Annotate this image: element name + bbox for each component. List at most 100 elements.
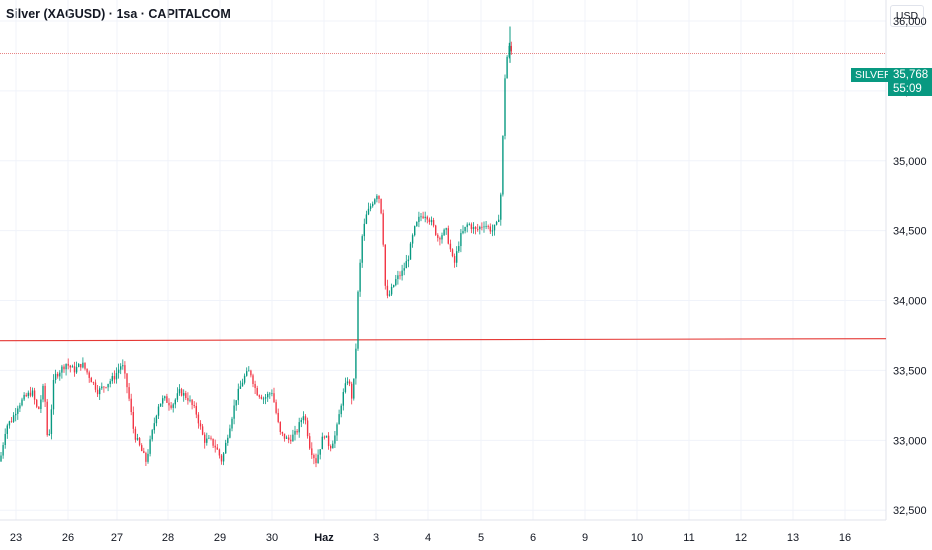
candle-body: [92, 382, 95, 384]
candle-body: [69, 365, 71, 368]
candle-body: [149, 439, 151, 454]
candle-body: [229, 428, 231, 438]
candle-body: [180, 389, 183, 396]
candle-body: [336, 424, 338, 436]
candle-body: [357, 291, 359, 349]
candle-body: [225, 442, 227, 454]
candle-body: [451, 249, 454, 257]
candle-body: [504, 78, 506, 136]
candle-body: [344, 383, 347, 393]
candle-body: [453, 256, 456, 263]
candle-body: [235, 400, 237, 406]
candle-body: [432, 220, 435, 226]
y-tick-label: 35,000: [893, 156, 927, 168]
candle-body: [411, 235, 414, 244]
candle-body: [306, 420, 309, 437]
candle-body: [283, 433, 286, 439]
candle-body: [109, 381, 111, 384]
candle-body: [151, 430, 153, 440]
candle-body: [445, 228, 447, 230]
candle-body: [334, 435, 336, 444]
last-price-badge: 35,768 55:09: [888, 68, 932, 96]
candle-body: [90, 377, 92, 383]
candle-body: [27, 392, 29, 397]
candle-body: [361, 236, 363, 263]
candle-body: [170, 405, 172, 408]
candle-body: [82, 362, 84, 368]
candle-body: [302, 416, 305, 421]
candle-body: [483, 226, 485, 228]
candle-body: [506, 56, 508, 79]
candle-body: [94, 382, 97, 390]
candle-body: [388, 294, 391, 296]
candle-body: [36, 399, 38, 407]
candle-body: [222, 453, 225, 462]
x-tick-label: 12: [735, 532, 747, 544]
candle-body: [141, 445, 143, 452]
candle-body: [4, 433, 6, 446]
candle-body: [159, 403, 162, 407]
candle-body: [105, 387, 107, 389]
candle-body: [330, 445, 332, 449]
bar-countdown: 55:09: [893, 83, 922, 95]
x-tick-label: 30: [266, 532, 278, 544]
candle-body: [162, 398, 164, 404]
candle-body: [183, 393, 185, 396]
candle-body: [52, 379, 55, 410]
candle-body: [355, 348, 357, 379]
candle-body: [474, 227, 477, 229]
candle-body: [332, 443, 334, 449]
x-tick-label: 27: [111, 532, 123, 544]
candle-body: [479, 226, 481, 230]
candle-body: [407, 259, 410, 262]
candle-body: [382, 213, 384, 245]
candle-body: [254, 384, 256, 389]
candle-body: [315, 458, 317, 464]
currency-button[interactable]: USD: [890, 5, 924, 27]
candle-body: [300, 420, 302, 423]
candle-body: [166, 396, 168, 403]
candle-body: [271, 393, 273, 394]
candle-body: [424, 216, 426, 219]
candle-body: [346, 381, 349, 384]
candle-body: [351, 383, 353, 399]
candle-body: [86, 368, 88, 373]
candle-body: [246, 371, 248, 376]
candle-body: [466, 224, 468, 227]
candle-body: [187, 398, 189, 401]
price-axis: 36,00035,50035,00034,50034,00033,50033,0…: [893, 16, 927, 517]
candle-body: [193, 404, 195, 406]
support-line[interactable]: [0, 338, 887, 342]
candle-body: [115, 373, 118, 380]
candle-body: [485, 226, 487, 227]
candle-body: [420, 216, 422, 218]
candle-body: [401, 270, 403, 276]
candle-body: [296, 430, 298, 433]
candle-body: [487, 226, 489, 227]
candle-body: [176, 393, 179, 400]
candle-body: [267, 393, 269, 398]
candle-body: [17, 408, 19, 414]
candle-body: [393, 285, 395, 287]
candle-body: [290, 439, 292, 442]
candle-body: [21, 399, 23, 406]
candle-body: [237, 388, 239, 401]
candle-body: [239, 386, 242, 389]
candle-body: [136, 438, 139, 440]
grid: [0, 0, 886, 520]
candle-body: [107, 383, 109, 388]
candle-body: [399, 275, 401, 277]
candle-body: [437, 234, 439, 238]
candle-body: [168, 402, 170, 406]
candle-body: [508, 45, 510, 57]
candles: [0, 26, 512, 468]
candle-body: [241, 382, 244, 387]
candle-body: [29, 392, 32, 396]
candle-body: [174, 399, 176, 405]
candle-body: [0, 455, 2, 462]
candle-body: [405, 261, 407, 269]
candle-body: [273, 393, 275, 403]
candle-body: [311, 448, 313, 455]
candle-body: [414, 226, 416, 236]
